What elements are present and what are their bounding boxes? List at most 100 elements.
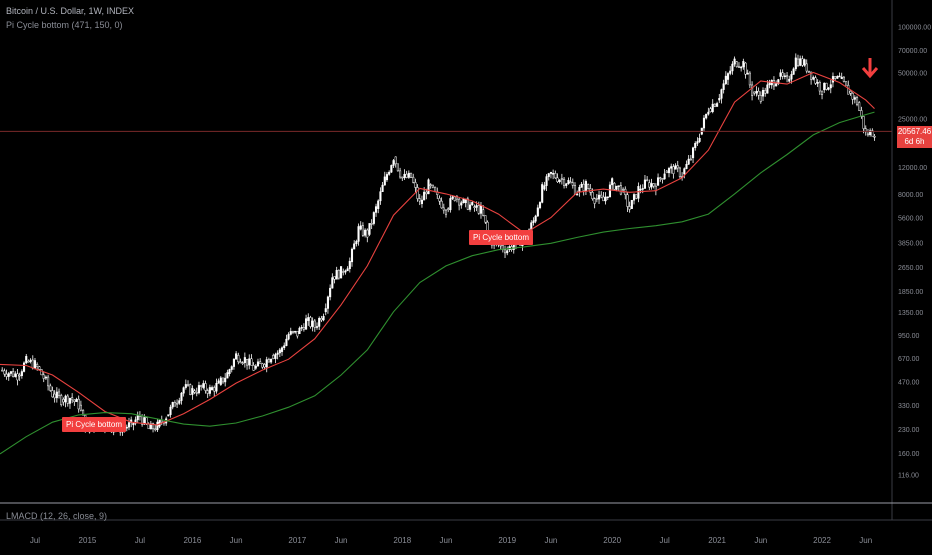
- price-tick-label: 1850.00: [898, 289, 923, 296]
- candle-body: [77, 398, 80, 410]
- candle-body: [451, 196, 454, 199]
- candle-body: [335, 269, 338, 280]
- candle-body: [254, 365, 257, 369]
- candle-body: [696, 141, 699, 144]
- candle-body: [390, 165, 393, 173]
- candle-body: [731, 63, 734, 72]
- candle-body: [396, 163, 399, 172]
- candle-body: [608, 184, 612, 198]
- candle-body: [291, 331, 295, 333]
- macd-legend[interactable]: LMACD (12, 26, close, 9): [6, 511, 108, 521]
- candle-body: [239, 361, 242, 364]
- candle-body: [409, 172, 413, 178]
- candle-body: [475, 205, 478, 208]
- candle-body: [245, 358, 249, 366]
- candle-body: [195, 392, 198, 394]
- candle-body: [512, 244, 515, 250]
- candle-body: [309, 317, 312, 327]
- candle-body: [68, 397, 72, 404]
- candle-body: [16, 373, 19, 381]
- candle-body: [591, 191, 594, 200]
- candle-body: [276, 352, 279, 355]
- candle-body: [796, 58, 800, 66]
- candle-body: [665, 170, 668, 174]
- candle-body: [364, 229, 367, 236]
- candle-body: [252, 365, 255, 371]
- candle-body: [866, 133, 870, 136]
- candle-body: [31, 359, 34, 369]
- price-tick-label: 330.00: [898, 403, 920, 410]
- candle-body: [740, 66, 743, 69]
- candle-body: [670, 166, 673, 169]
- candle-body: [849, 90, 852, 94]
- candle-body: [342, 271, 345, 273]
- candle-body: [617, 185, 620, 187]
- time-tick-label: 2016: [183, 536, 201, 545]
- candle-body: [471, 202, 474, 206]
- candle-body: [482, 209, 485, 216]
- candle-body: [855, 97, 859, 105]
- candle-body: [565, 183, 568, 186]
- candle-body: [182, 387, 185, 394]
- candle-body: [619, 185, 622, 195]
- candle-body: [370, 223, 373, 225]
- candle-body: [340, 266, 343, 279]
- candle-body: [366, 229, 369, 238]
- candle-body: [228, 369, 231, 375]
- candle-body: [556, 177, 559, 183]
- candle-body: [296, 330, 299, 337]
- candle-body: [853, 97, 856, 100]
- candle-body: [484, 215, 487, 223]
- candle-body: [226, 372, 229, 379]
- chart-title: Bitcoin / U.S. Dollar, 1W, INDEX: [6, 6, 135, 16]
- candle-body: [394, 156, 397, 165]
- candle-body: [536, 207, 539, 217]
- candle-body: [20, 371, 23, 376]
- candle-body: [132, 423, 135, 426]
- price-tick-label: 116.00: [898, 472, 919, 479]
- candle-body: [298, 327, 301, 334]
- candle-body: [626, 194, 629, 207]
- down-arrow-icon: [861, 57, 879, 79]
- candle-body: [458, 198, 461, 206]
- candle-body: [786, 75, 789, 78]
- price-tick-label: 12000.00: [898, 165, 927, 172]
- candle-body: [285, 338, 288, 346]
- candle-body: [66, 395, 69, 404]
- candle-body: [558, 179, 561, 183]
- price-tick-label: 470.00: [898, 380, 920, 387]
- candle-body: [274, 354, 277, 359]
- candle-body: [444, 209, 448, 215]
- candle-body: [329, 287, 332, 298]
- candle-body: [232, 358, 235, 367]
- candle-body: [766, 84, 769, 94]
- price-tick-label: 2650.00: [898, 265, 923, 272]
- candles-layer: [1, 53, 876, 436]
- candle-body: [178, 400, 181, 404]
- candle-body: [368, 223, 371, 235]
- indicator-legend[interactable]: Pi Cycle bottom (471, 150, 0): [6, 20, 123, 30]
- candle-body: [571, 182, 574, 186]
- candle-body: [392, 160, 395, 166]
- candle-body: [600, 194, 603, 198]
- price-tick-label: 160.00: [898, 451, 920, 458]
- candle-body: [840, 76, 843, 80]
- candle-body: [357, 226, 360, 242]
- candle-body: [573, 185, 577, 195]
- candle-body: [735, 61, 738, 67]
- candle-body: [315, 326, 319, 328]
- candle-body: [685, 164, 688, 169]
- candle-body: [305, 318, 308, 330]
- candle-body: [261, 363, 264, 368]
- candle-body: [602, 196, 605, 202]
- candle-body: [60, 395, 63, 405]
- candle-body: [171, 402, 174, 408]
- candle-body: [761, 89, 765, 97]
- candle-body: [560, 178, 563, 180]
- candle-body: [302, 327, 305, 330]
- candle-body: [385, 174, 389, 181]
- candle-body: [221, 377, 225, 383]
- candle-body: [449, 198, 452, 211]
